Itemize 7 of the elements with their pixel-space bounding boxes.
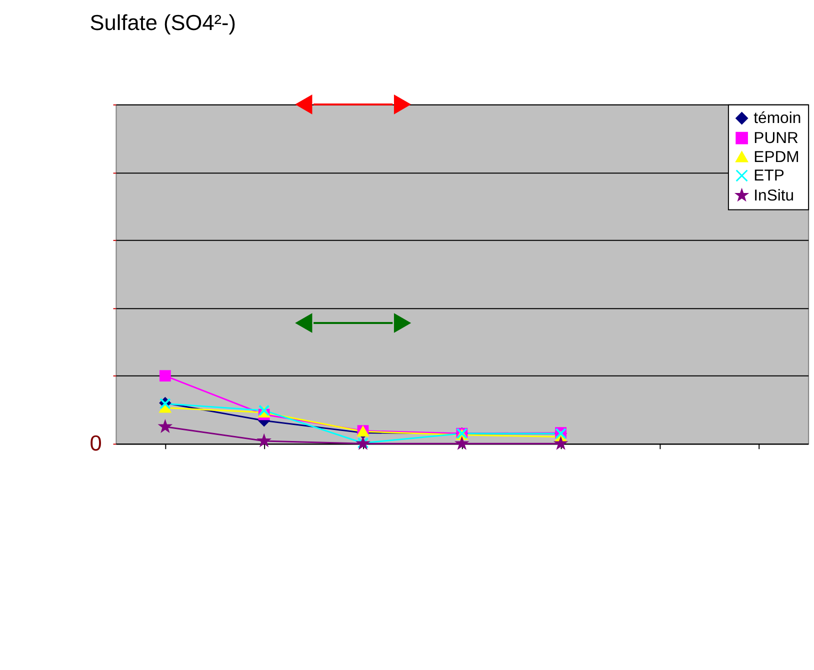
chart-title: Sulfate (SO4²-) [90, 10, 236, 36]
legend-label: PUNR [754, 130, 798, 147]
legend-label: InSitu [754, 187, 794, 204]
text: 0 [90, 430, 102, 456]
legend-label: ETP [754, 168, 784, 185]
legend-label: EPDM [754, 148, 800, 166]
legend-label: témoin [754, 110, 802, 128]
